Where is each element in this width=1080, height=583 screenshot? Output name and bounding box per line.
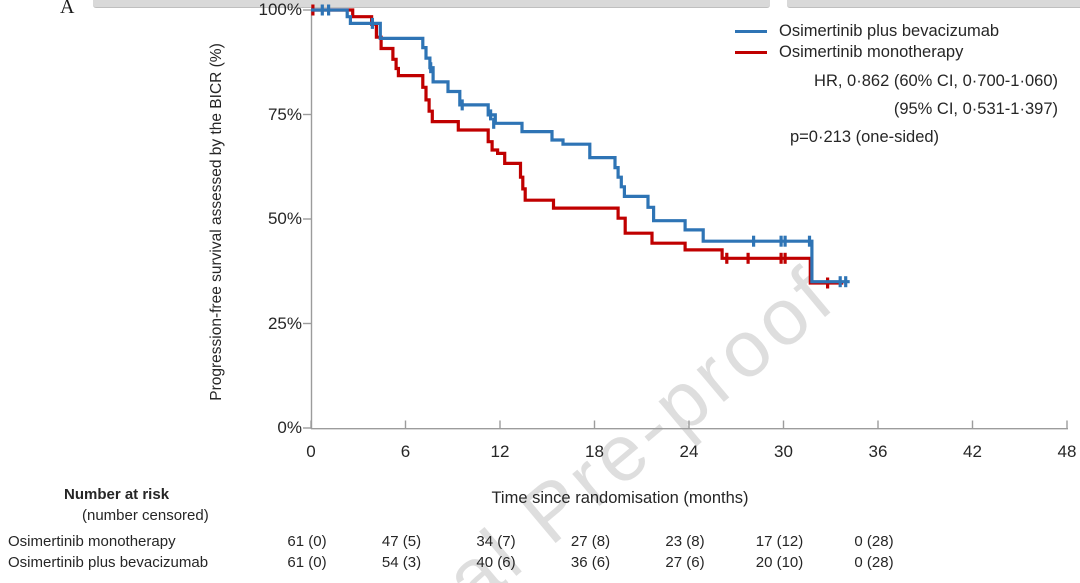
x-axis-title: Time since randomisation (months) [491,489,749,507]
risk-value: 54 (3) [381,554,422,571]
y-tick-label-25: 25% [267,313,302,333]
km-curve-bevacizumab [311,8,850,284]
risk-value: 17 (12) [755,533,804,550]
x-tick-label-12: 12 [490,442,510,461]
panel-label: A [60,0,75,18]
km-curve-monotherapy [311,8,844,285]
x-tick-label-42: 42 [963,442,982,461]
y-tick-label-0: 0% [277,418,302,437]
legend-line-icon-bevacizumab [735,30,767,33]
page-header-bar-left [93,0,770,8]
risk-row-label-monotherapy: Osimertinib monotherapy [8,533,176,550]
risk-value: 34 (7) [476,533,516,550]
risk-value: 47 (5) [381,533,422,550]
x-tick-label-36: 36 [868,442,888,461]
risk-value: 27 (6) [665,554,705,571]
x-tick-label-48: 48 [1057,442,1077,461]
hazard-ratio-text: HR, 0·862 (60% CI, 0·700-1·060) [814,72,1058,90]
legend-entry-monotherapy: Osimertinib monotherapy [735,42,999,63]
x-tick-label-0: 0 [306,442,316,461]
y-tick-label-75: 75% [267,104,302,124]
legend-label-monotherapy: Osimertinib monotherapy [779,43,964,61]
risk-value: 36 (6) [570,554,611,571]
p-value-text: p=0·213 (one-sided) [790,128,940,146]
risk-value: 0 (28) [854,554,894,571]
risk-row-label-bevacizumab: Osimertinib plus bevacizumab [8,554,209,571]
x-tick-label-24: 24 [679,442,699,461]
x-tick-label-6: 6 [400,442,411,461]
legend-label-bevacizumab: Osimertinib plus bevacizumab [779,22,1000,40]
risk-value: 61 (0) [287,554,327,571]
risk-value: 23 (8) [665,533,705,550]
risk-table-subtitle: (number censored) [82,507,209,524]
page-header-bar-right [787,0,1080,8]
statistics-annotation: HR, 0·862 (60% CI, 0·700-1·060) (95% CI,… [790,67,1058,151]
legend-line-icon-monotherapy [735,51,767,54]
risk-table-title: Number at risk [64,486,170,503]
confidence-interval-text: (95% CI, 0·531-1·397) [893,100,1058,118]
risk-value: 20 (10) [755,554,804,571]
x-tick-label-30: 30 [774,442,793,461]
risk-value: 61 (0) [287,533,327,550]
y-tick-label-100: 100% [258,0,302,19]
legend-entry-bevacizumab: Osimertinib plus bevacizumab [735,21,999,42]
legend: Osimertinib plus bevacizumab Osimertinib… [735,21,999,63]
y-axis-title: Progression-free survival assessed by th… [208,43,225,401]
risk-value: 27 (8) [570,533,611,550]
x-tick-label-18: 18 [585,442,604,461]
risk-value: 40 (6) [476,554,516,571]
y-tick-label-50: 50% [267,209,302,228]
risk-value: 0 (28) [854,533,894,550]
